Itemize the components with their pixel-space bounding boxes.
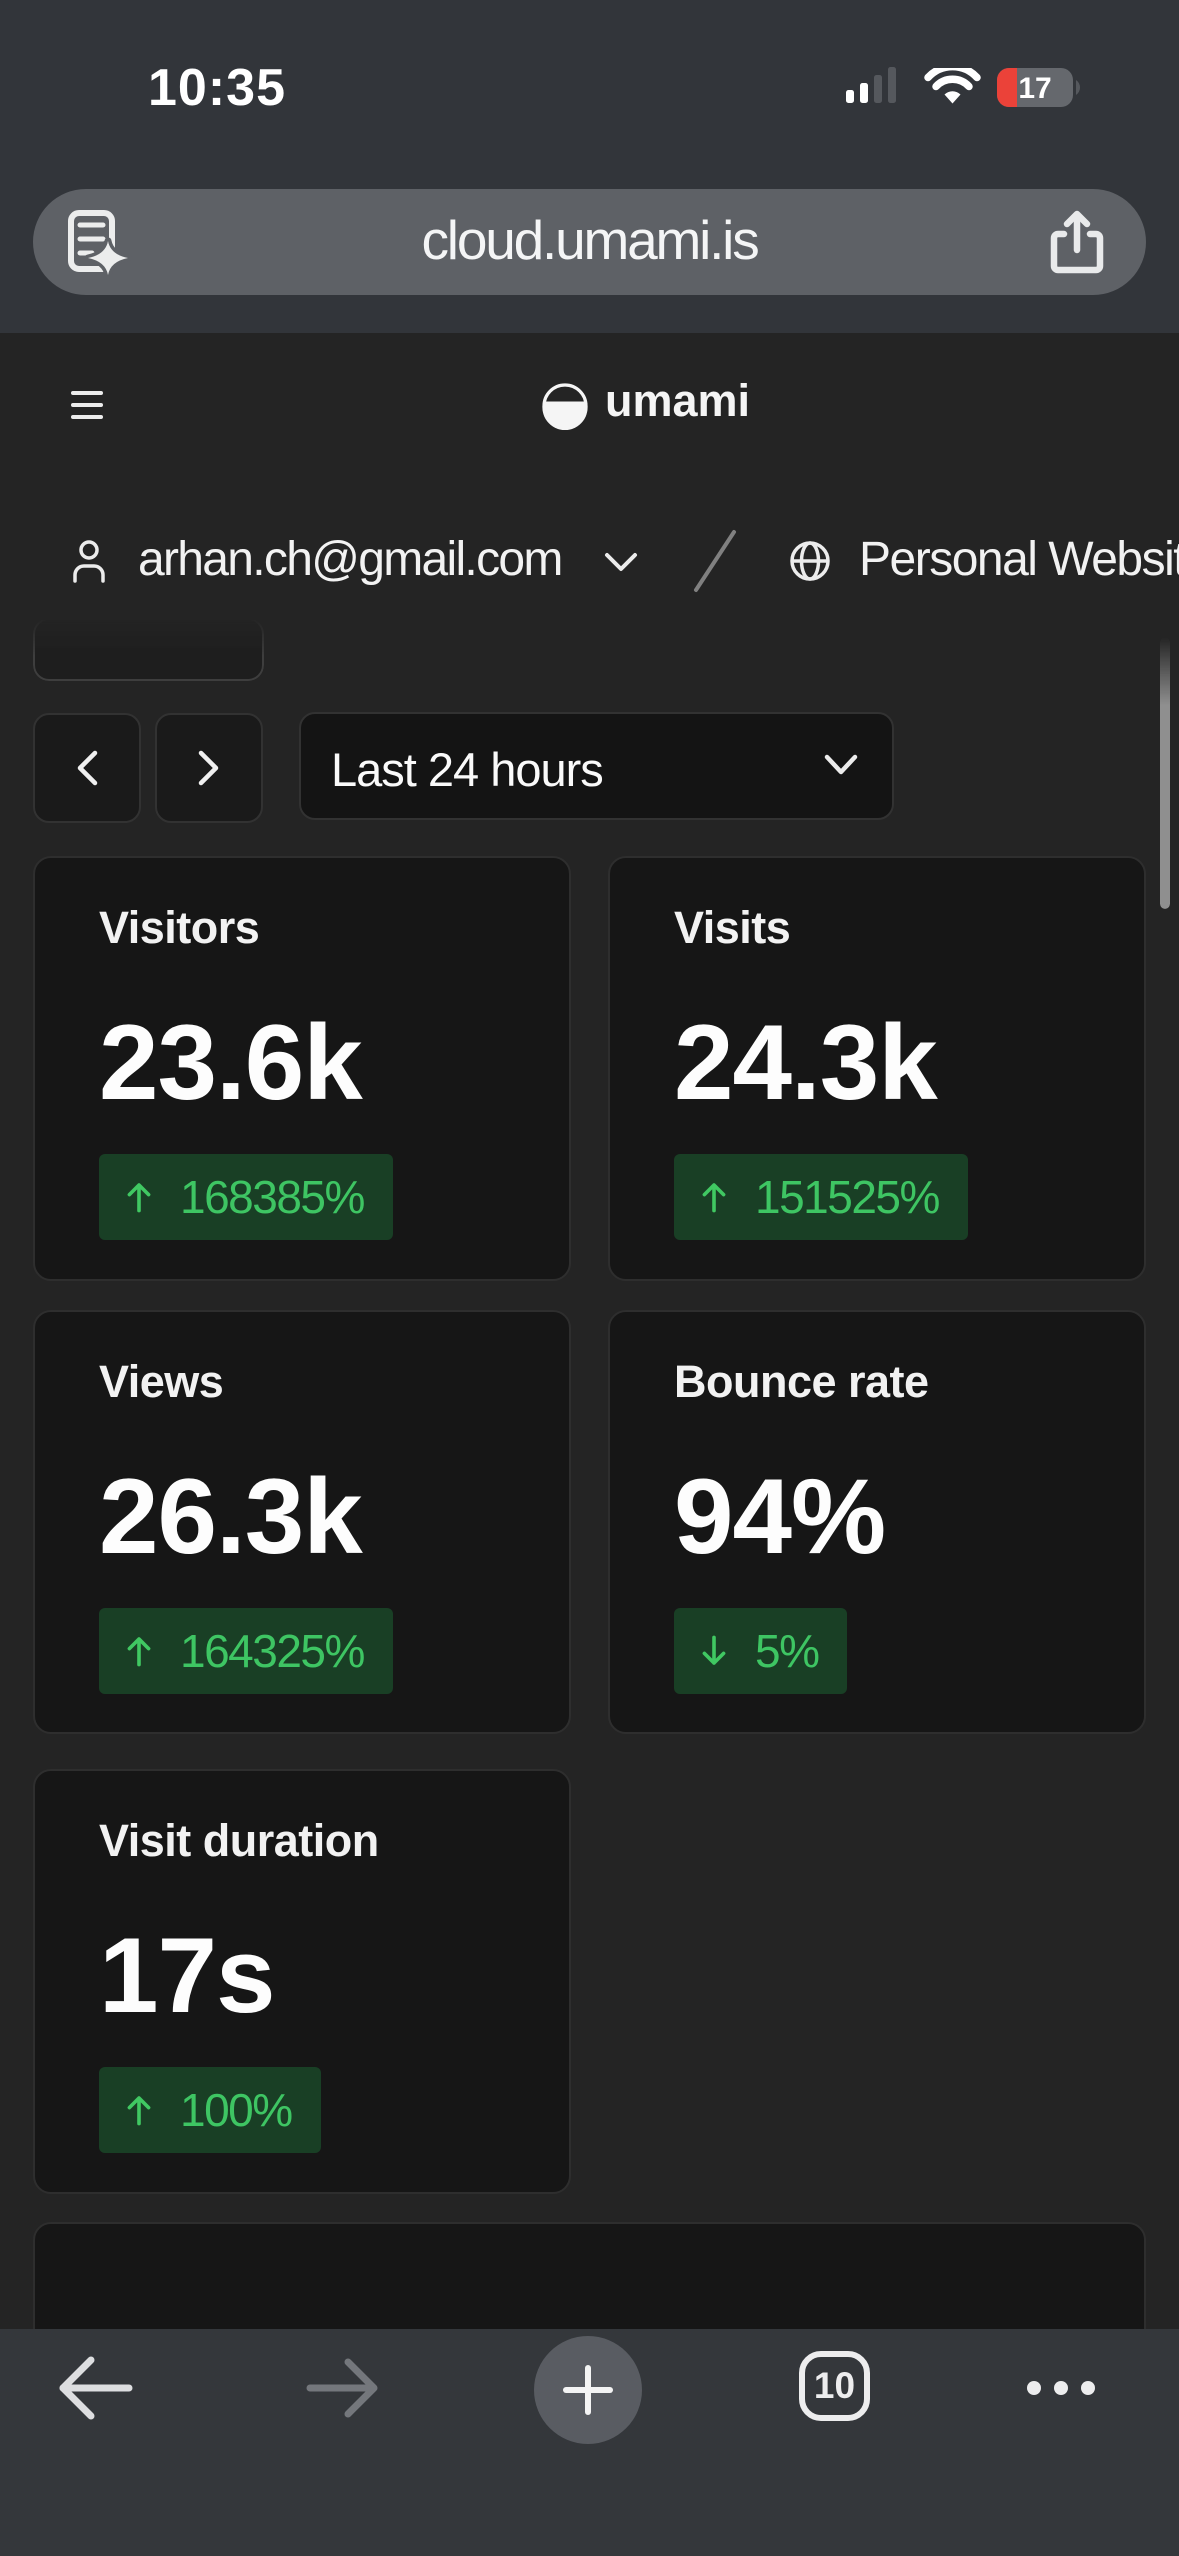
svg-text:17: 17 xyxy=(1018,72,1051,105)
